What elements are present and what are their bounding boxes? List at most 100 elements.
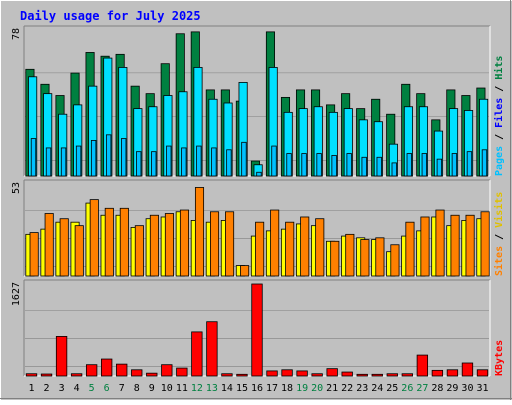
day-label: 27 [416,383,428,394]
bar-kbytes [281,369,293,377]
bar-kbytes [131,369,143,377]
bar-kbytes [446,369,459,377]
bar-pages [226,149,232,177]
bar-sites [315,218,325,277]
bar-sites [360,239,370,277]
bar-kbytes [416,354,429,377]
bar-kbytes [101,358,113,377]
bar-sites [435,209,445,277]
panel-kbytes: 1627 KBytes [11,279,505,377]
bar-sites [194,187,205,277]
bar-sites [255,221,265,277]
bar-sites [104,207,114,277]
bar-kbytes [206,321,218,377]
bar-pages [30,138,37,177]
bar-kbytes [326,368,338,377]
day-label: 20 [311,383,323,394]
bar-pages [151,151,157,177]
bar-sites [345,233,355,277]
chart-title: Daily usage for July 2025 [20,9,201,23]
bar-pages [361,156,367,177]
legend-item: Pages [494,146,505,176]
bar-pages [90,140,97,177]
bar-pages [60,147,67,177]
bar-pages [166,145,172,177]
bar-pages [121,138,127,177]
bar-sites [59,218,69,277]
day-label: 12 [191,383,203,394]
bar-kbytes [251,283,263,377]
bar-pages [391,162,397,177]
bar-sites [405,221,415,277]
day-label: 13 [206,383,218,394]
day-label: 14 [221,383,233,394]
legend-separator: / [494,128,505,146]
bar-pages [316,153,322,177]
day-label: 6 [104,383,110,394]
bar-kbytes [461,362,474,377]
day-label: 7 [119,383,125,394]
legend: Sites / Visits [493,192,505,276]
legend-separator: / [494,228,505,246]
bar-sites [225,211,235,277]
bar-sites [119,207,129,277]
bar-pages [256,171,262,177]
legend: Pages / Files / Hits [493,56,505,176]
bar-sites [450,214,460,277]
bar-pages [136,151,142,177]
bar-sites [375,237,385,277]
bar-sites [209,211,220,277]
bar-kbytes [85,364,98,377]
day-label: 18 [281,383,293,394]
bar-pages [436,158,443,177]
bar-sites [465,214,475,277]
bar-kbytes [401,373,413,377]
bar-kbytes [311,373,323,377]
day-label: 1 [29,383,35,394]
bar-sites [149,214,159,277]
bar-kbytes [40,373,53,377]
bar-sites [74,225,84,277]
day-label: 31 [476,383,488,394]
bar-pages [211,147,217,177]
bar-pages [451,153,458,177]
panel-sites-visits: 53 Sites / Visits [11,179,505,277]
bar-kbytes [296,370,308,377]
day-label: 23 [356,383,368,394]
bar-kbytes [371,373,383,377]
day-label: 5 [89,383,95,394]
bar-kbytes [161,364,173,377]
bar-sites [89,199,99,277]
bar-kbytes [146,372,158,377]
bar-pages [75,145,82,177]
bar-kbytes [116,363,128,377]
legend-item: Hits [493,56,505,80]
bar-pages [376,156,382,177]
bar-kbytes [431,369,444,377]
day-axis-labels: 1 2 3 4 5 6 7 8 9 10 11 12 13 14 15 16 17 18 19 20 21 22 23 24 2… [29,383,489,394]
bar-pages [466,151,473,177]
bar-pages [331,155,337,177]
day-label: 24 [371,383,383,394]
day-label: 25 [386,383,398,394]
y-max-label: 78 [11,28,22,40]
day-label: 2 [44,383,50,394]
day-label: 22 [341,383,353,394]
y-max-label: 1627 [11,282,22,306]
day-label: 11 [176,383,188,394]
chart-panels: 78 Pages / Files / Hits 53 Sites / Visits 16… [11,25,505,377]
bar-pages [421,153,428,177]
bar-pages [271,145,277,177]
day-label: 3 [59,383,65,394]
bar-kbytes [221,373,233,377]
bar-kbytes [236,373,248,377]
day-label: 16 [251,383,263,394]
bar-sites [29,232,39,277]
y-max-label: 53 [11,182,22,194]
bar-pages [346,153,352,177]
bar-sites [330,240,340,277]
bar-sites [164,213,174,277]
bar-pages [45,147,52,177]
bar-pages [406,153,412,177]
